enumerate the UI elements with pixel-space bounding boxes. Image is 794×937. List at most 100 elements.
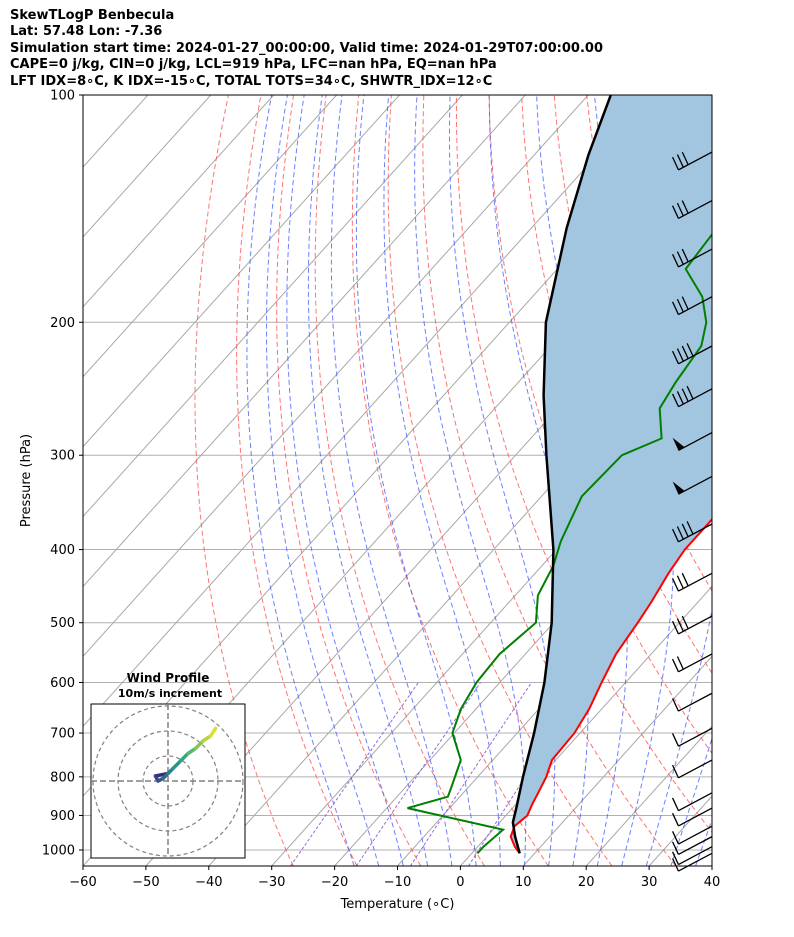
wind-barb bbox=[671, 151, 713, 171]
isotherm-line bbox=[145, 236, 712, 866]
wind-barb-flag bbox=[676, 618, 684, 632]
x-tick-label: 20 bbox=[578, 875, 595, 890]
y-tick-label: 300 bbox=[50, 449, 75, 464]
wind-barb-flag bbox=[671, 841, 680, 855]
wind-barb bbox=[671, 653, 713, 673]
wind-barb bbox=[672, 432, 713, 452]
isotherm-line bbox=[83, 95, 400, 448]
wind-barb-flag bbox=[671, 393, 680, 407]
x-tick-label: −30 bbox=[258, 875, 285, 890]
wind-barb-flag bbox=[676, 575, 684, 589]
isotherm-line bbox=[83, 95, 589, 658]
isotherm-line bbox=[83, 95, 212, 238]
wind-barb-flag bbox=[681, 200, 689, 214]
wind-barb bbox=[671, 825, 713, 845]
wind-barb-staff bbox=[678, 852, 713, 872]
wind-barb-staff bbox=[678, 388, 713, 408]
wind-barb bbox=[671, 852, 713, 872]
wind-barb bbox=[671, 296, 713, 316]
station-title: SkewTLogP Benbecula bbox=[10, 8, 175, 23]
y-tick-label: 900 bbox=[50, 809, 75, 824]
dry-adiabat-line bbox=[387, 95, 613, 866]
x-tick-label: −20 bbox=[321, 875, 348, 890]
wind-barb-flag bbox=[686, 521, 694, 535]
parcel-area-fill bbox=[510, 95, 712, 854]
wind-barb bbox=[671, 385, 713, 408]
wind-barb bbox=[671, 807, 713, 827]
wind-barb-staff bbox=[678, 200, 713, 220]
wind-barb-flag bbox=[676, 154, 684, 168]
y-tick-label: 600 bbox=[50, 676, 75, 691]
wind-barb-flag bbox=[671, 858, 680, 872]
wind-barb-flag bbox=[681, 345, 689, 359]
dry-adiabat-line bbox=[351, 95, 549, 866]
y-tick-label: 200 bbox=[50, 316, 75, 331]
isotherm-line bbox=[775, 95, 794, 866]
y-axis-label: Pressure (hPa) bbox=[19, 434, 34, 527]
wind-barb-flag bbox=[671, 205, 680, 219]
moist-adiabat-line bbox=[670, 736, 712, 866]
wind-barb-flag bbox=[686, 343, 694, 357]
wind-barb-flag bbox=[671, 851, 680, 865]
wind-barb-flag bbox=[671, 733, 680, 747]
moist-adiabat-line bbox=[645, 95, 712, 866]
moist-adiabat-line bbox=[286, 95, 404, 866]
wind-barb-flag bbox=[671, 831, 680, 845]
wind-barb-pennant bbox=[672, 481, 685, 495]
isotherm-line bbox=[83, 95, 275, 308]
wind-barb-staff bbox=[678, 836, 713, 856]
chart-header: SkewTLogP Benbecula Lat: 57.48 Lon: -7.3… bbox=[10, 8, 603, 90]
isotherm-line bbox=[522, 655, 712, 866]
wind-barb-flag bbox=[671, 528, 680, 543]
isotherm-line bbox=[460, 585, 712, 866]
wind-barb bbox=[671, 727, 713, 747]
moist-adiabat-line bbox=[355, 95, 477, 866]
wind-barb bbox=[671, 836, 713, 856]
hodograph-trace-segment bbox=[193, 739, 205, 751]
wind-barb-staff bbox=[678, 572, 713, 592]
moist-adiabat-line bbox=[330, 95, 453, 866]
dry-adiabat-line bbox=[717, 95, 794, 866]
x-tick-label: 10 bbox=[515, 875, 532, 890]
wind-barb bbox=[671, 846, 713, 866]
wind-barb bbox=[671, 759, 713, 779]
wind-barb-flag bbox=[676, 526, 684, 540]
wind-barb-flag bbox=[671, 253, 680, 268]
wind-barb-staff bbox=[678, 653, 713, 673]
hodograph-trace-segment bbox=[178, 751, 190, 763]
wind-barb-flag bbox=[671, 301, 680, 315]
wind-barb bbox=[671, 615, 713, 635]
x-axis-label: Temperature (∘C) bbox=[340, 897, 455, 912]
isotherm-line bbox=[397, 515, 712, 866]
wind-barb bbox=[671, 792, 713, 812]
hodograph-plot bbox=[91, 704, 245, 858]
mixing-ratio-line bbox=[355, 682, 481, 866]
y-tick-label: 1000 bbox=[42, 844, 75, 859]
moist-adiabat-line bbox=[720, 95, 794, 866]
wind-barb-staff bbox=[678, 615, 713, 635]
wind-barb-staff bbox=[678, 248, 713, 268]
moist-adiabat-line bbox=[246, 95, 355, 866]
wind-barb-staff bbox=[678, 692, 713, 712]
moist-adiabat-line bbox=[266, 95, 380, 866]
wind-barb bbox=[671, 521, 713, 543]
x-tick-label: −50 bbox=[132, 875, 159, 890]
dry-adiabat-line bbox=[236, 95, 358, 866]
moist-adiabat-line bbox=[307, 95, 429, 866]
isotherm-line bbox=[83, 95, 652, 727]
wind-barb-pennant bbox=[672, 437, 685, 451]
station-coordinates: Lat: 57.48 Lon: -7.36 bbox=[10, 24, 163, 40]
isotherm-line bbox=[83, 95, 526, 588]
wind-barb-staff bbox=[678, 792, 713, 812]
temperature-profile-line bbox=[509, 517, 712, 854]
wind-barb-flag bbox=[676, 298, 684, 313]
x-tick-label: 0 bbox=[456, 875, 464, 890]
isotherm-line bbox=[585, 725, 712, 866]
hodograph-trace-segment bbox=[208, 726, 218, 738]
wind-barb-staff bbox=[678, 151, 713, 171]
wind-barb-flag bbox=[671, 620, 680, 635]
wind-barb bbox=[671, 572, 713, 592]
wind-barb bbox=[671, 200, 713, 220]
wind-barb-flag bbox=[681, 388, 689, 402]
